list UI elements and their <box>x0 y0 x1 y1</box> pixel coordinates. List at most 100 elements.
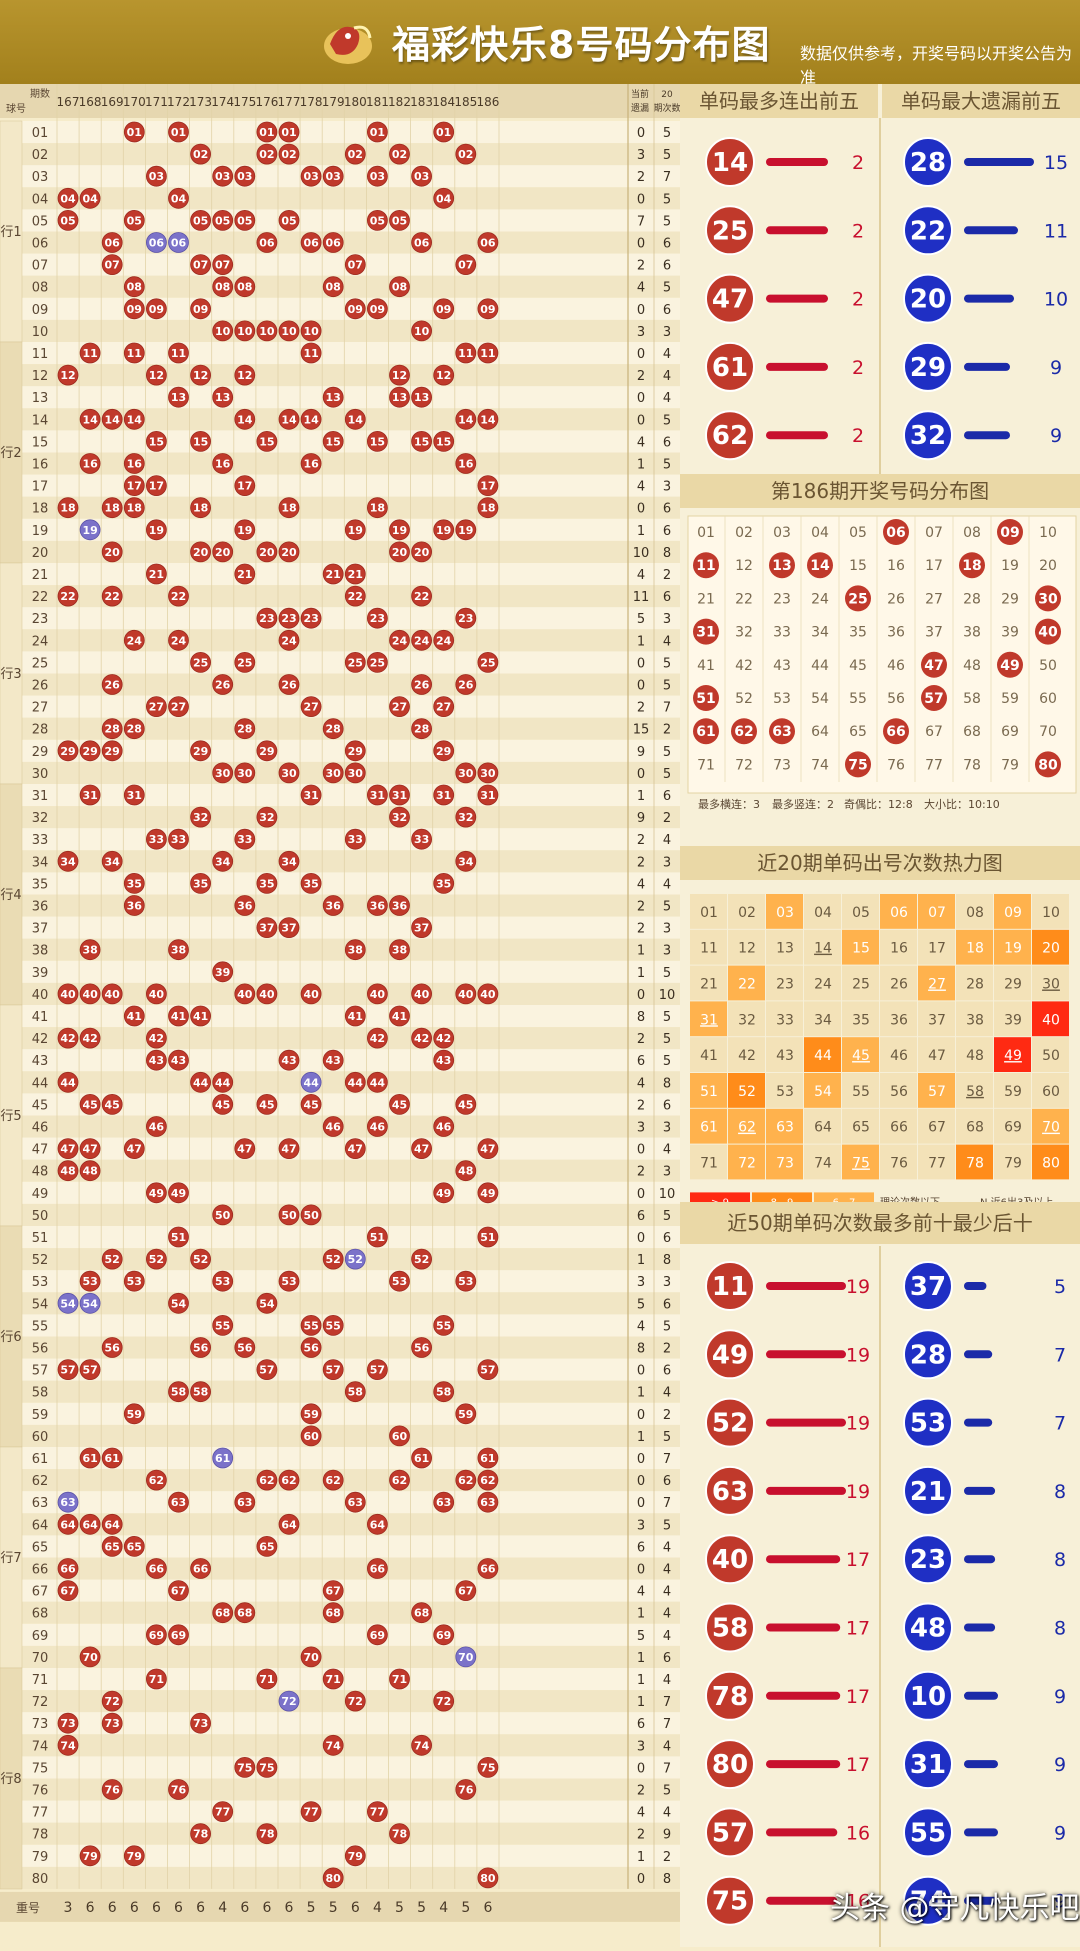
top-ten-row-ball <box>705 1875 755 1926</box>
draw-ball <box>389 541 410 563</box>
top-ten-row-value: 19 <box>846 1344 870 1366</box>
count-value: 6 <box>663 1364 671 1379</box>
heat-title: 近20期单码出号次数热力图 <box>757 851 1002 875</box>
draw-ball <box>145 1049 167 1071</box>
dist-cell-label: 21 <box>697 591 715 607</box>
heat-cell-label: 26 <box>890 977 908 993</box>
draw-ball <box>234 519 256 541</box>
draw-ball-label: 30 <box>215 767 231 780</box>
draw-ball-label: 18 <box>370 502 385 515</box>
miss-value: 9 <box>637 811 645 826</box>
heat-cell-label: 37 <box>928 1012 946 1028</box>
number-label: 36 <box>32 900 49 915</box>
top-ten-row-ball <box>705 1670 755 1721</box>
draw-ball <box>168 1779 189 1800</box>
draw-ball-label: 31 <box>82 789 97 802</box>
draw-ball-label: 47 <box>60 1143 75 1156</box>
dist-ball <box>997 651 1023 678</box>
row-group-label: 行8 <box>0 1772 21 1787</box>
draw-ball <box>212 386 234 408</box>
heat-cell <box>956 1144 993 1180</box>
heat-cell <box>804 1073 841 1108</box>
draw-ball-label: 23 <box>259 612 274 625</box>
dist-cell-label: 52 <box>735 691 753 707</box>
dist-ball <box>921 685 947 711</box>
draw-ball <box>411 629 433 651</box>
draw-ball-label: 27 <box>303 701 318 714</box>
draw-ball <box>234 652 256 673</box>
draw-ball <box>256 320 278 342</box>
draw-ball <box>145 1248 167 1270</box>
draw-ball-label: 79 <box>82 1850 97 1863</box>
draw-ball <box>101 497 123 519</box>
count-value: 3 <box>663 1275 671 1290</box>
draw-ball-label: 58 <box>348 1386 363 1399</box>
top-ten-row-value: 17 <box>846 1618 870 1640</box>
draw-ball-label: 49 <box>480 1187 495 1200</box>
draw-ball-label: 29 <box>259 745 274 758</box>
draw-ball <box>168 1226 189 1248</box>
draw-ball <box>79 453 101 474</box>
draw-ball-label: 67 <box>60 1585 75 1598</box>
draw-ball-label: 33 <box>171 833 186 846</box>
draw-ball-label: 53 <box>127 1275 142 1288</box>
draw-ball-label: 51 <box>171 1231 186 1244</box>
draw-ball <box>190 1381 212 1403</box>
miss-value: 1 <box>637 966 645 981</box>
number-label: 41 <box>32 1010 49 1025</box>
draw-ball <box>212 541 234 563</box>
draw-ball-label: 45 <box>82 1098 97 1111</box>
draw-ball <box>300 1071 322 1093</box>
draw-ball <box>455 1646 477 1668</box>
miss-value: 2 <box>637 170 645 185</box>
draw-ball <box>256 430 278 452</box>
draw-ball <box>278 1469 300 1491</box>
draw-ball-label: 15 <box>326 435 341 448</box>
number-label: 04 <box>32 192 49 207</box>
draw-ball <box>145 475 167 497</box>
draw-ball-label: 49 <box>171 1187 186 1200</box>
draw-ball-label: 22 <box>348 590 363 603</box>
draw-ball <box>234 563 256 585</box>
number-label: 55 <box>32 1319 49 1334</box>
miss-value: 1 <box>637 1673 645 1688</box>
draw-ball <box>79 187 101 209</box>
draw-ball-label: 15 <box>414 435 429 448</box>
draw-ball <box>278 121 300 143</box>
miss-value: 8 <box>637 1342 645 1357</box>
number-label: 64 <box>32 1518 49 1533</box>
number-row <box>22 452 680 475</box>
heat-cell <box>728 1037 765 1072</box>
draw-ball <box>366 209 388 231</box>
draw-ball <box>123 121 145 143</box>
draw-ball <box>168 1624 189 1646</box>
draw-ball <box>256 873 278 894</box>
miss-value: 1 <box>637 1695 645 1710</box>
count-value: 5 <box>663 1054 671 1069</box>
draw-ball <box>278 1690 300 1712</box>
draw-ball <box>123 1005 145 1027</box>
draw-ball-label: 14 <box>458 413 474 426</box>
draw-ball-label: 62 <box>392 1474 407 1487</box>
bottom-ten-row-value: 9 <box>1054 1891 1066 1913</box>
number-row <box>22 1469 680 1492</box>
draw-ball-label: 50 <box>215 1209 231 1222</box>
miss-value: 6 <box>637 1717 645 1732</box>
number-label: 34 <box>32 855 49 870</box>
miss-value: 0 <box>637 1452 645 1467</box>
draw-ball <box>101 541 123 563</box>
draw-ball-label: 47 <box>348 1143 363 1156</box>
draw-ball-label: 19 <box>436 524 451 537</box>
draw-ball <box>366 1071 388 1093</box>
miss-row-bar <box>964 226 1018 235</box>
draw-ball-label: 32 <box>458 811 473 824</box>
miss-value: 2 <box>637 701 645 716</box>
miss-value: 4 <box>637 435 645 450</box>
heat-cell <box>1032 894 1069 929</box>
draw-ball-label: 50 <box>281 1209 297 1222</box>
heat-cell <box>766 965 803 1001</box>
repeat-count: 4 <box>373 1900 382 1916</box>
draw-ball <box>145 165 167 187</box>
miss-row-ball-label: 22 <box>910 216 946 246</box>
draw-ball-label: 12 <box>60 369 75 382</box>
